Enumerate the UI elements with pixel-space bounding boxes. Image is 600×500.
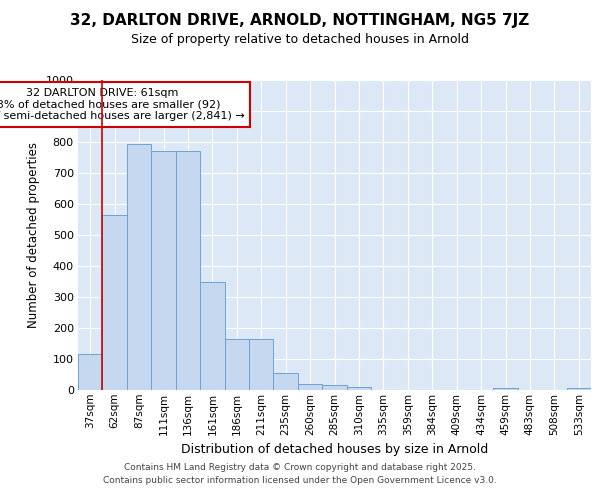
Text: 32, DARLTON DRIVE, ARNOLD, NOTTINGHAM, NG5 7JZ: 32, DARLTON DRIVE, ARNOLD, NOTTINGHAM, N… <box>70 12 530 28</box>
Bar <box>127 144 151 390</box>
Bar <box>224 339 249 390</box>
Text: Size of property relative to detached houses in Arnold: Size of property relative to detached ho… <box>131 32 469 46</box>
Bar <box>249 339 274 390</box>
X-axis label: Distribution of detached houses by size in Arnold: Distribution of detached houses by size … <box>181 443 488 456</box>
Bar <box>151 152 176 390</box>
Bar <box>566 388 591 390</box>
Text: Contains HM Land Registry data © Crown copyright and database right 2025.: Contains HM Land Registry data © Crown c… <box>124 462 476 471</box>
Bar <box>493 388 518 390</box>
Bar <box>103 215 127 390</box>
Bar <box>322 386 347 390</box>
Bar <box>347 387 371 390</box>
Bar <box>274 373 298 390</box>
Bar <box>200 282 224 390</box>
Y-axis label: Number of detached properties: Number of detached properties <box>27 142 40 328</box>
Bar <box>176 152 200 390</box>
Text: 32 DARLTON DRIVE: 61sqm
← 3% of detached houses are smaller (92)
97% of semi-det: 32 DARLTON DRIVE: 61sqm ← 3% of detached… <box>0 88 244 121</box>
Text: Contains public sector information licensed under the Open Government Licence v3: Contains public sector information licen… <box>103 476 497 485</box>
Bar <box>298 384 322 390</box>
Bar <box>78 354 103 390</box>
